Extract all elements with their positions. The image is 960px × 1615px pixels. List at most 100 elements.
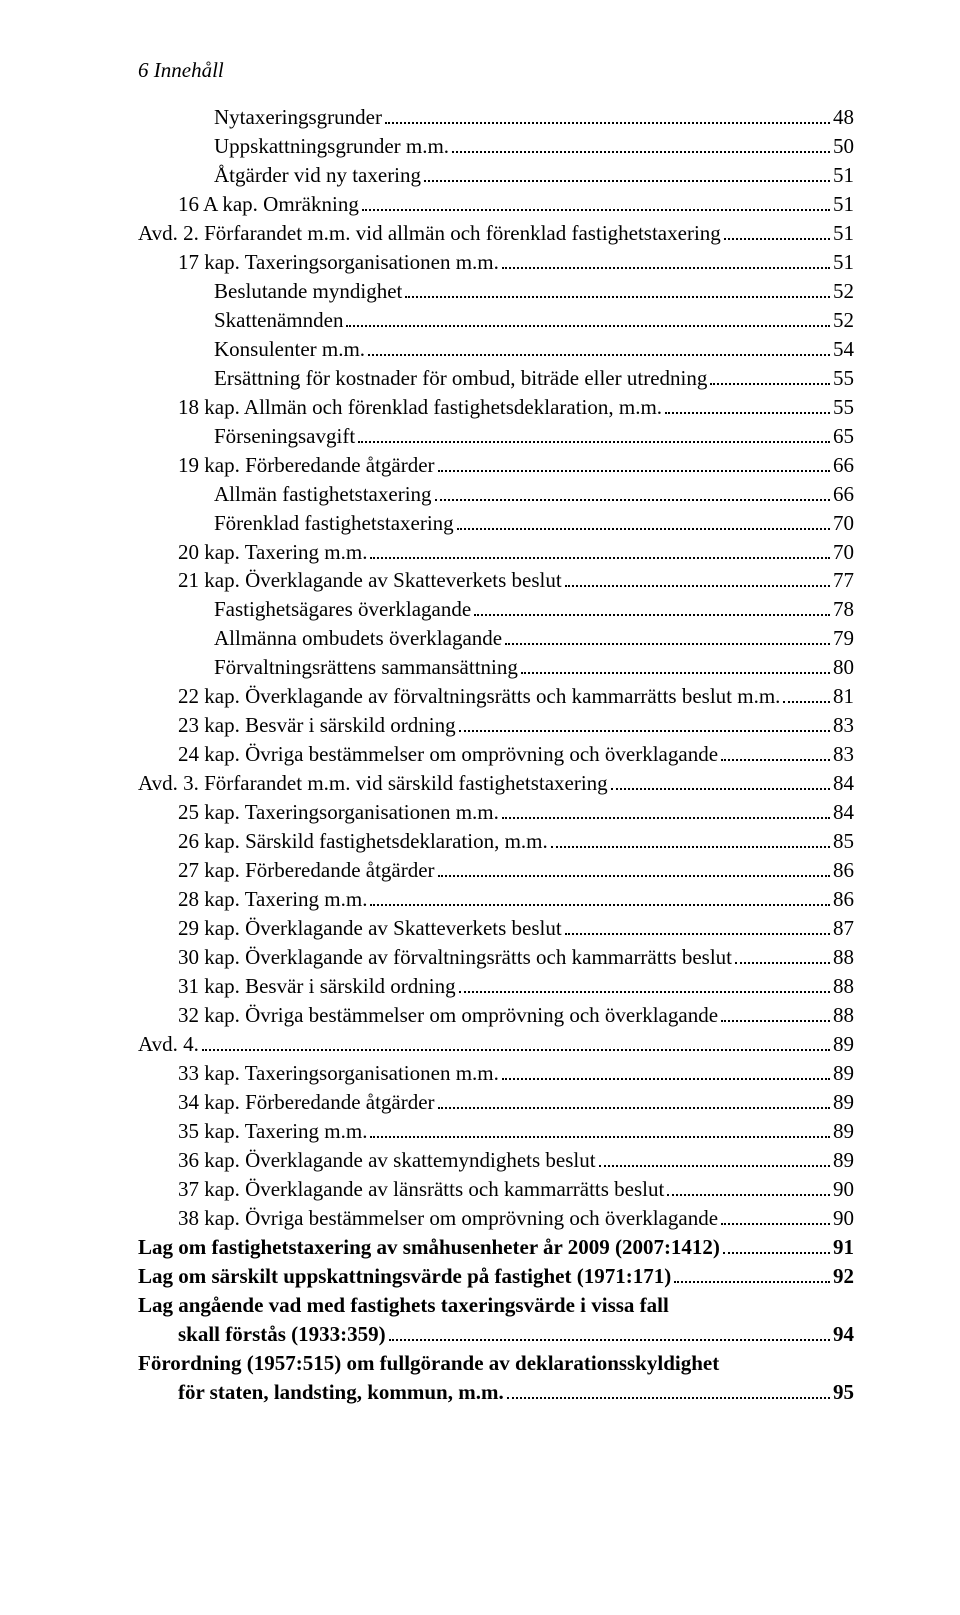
toc-leader-dots [502,798,830,819]
toc-leader-dots [502,1059,830,1080]
toc-entry: Avd. 4. 89 [138,1030,854,1059]
toc-entry: 16 A kap. Omräkning51 [138,190,854,219]
toc-entry: Skattenämnden52 [138,306,854,335]
toc-page-number: 92 [833,1262,854,1291]
toc-leader-dots [370,1117,830,1138]
toc-page-number: 94 [833,1320,854,1349]
toc-entry: för staten, landsting, kommun, m.m.95 [138,1378,854,1407]
toc-entry: Allmän fastighetstaxering66 [138,480,854,509]
toc-entry: 20 kap. Taxering m.m.70 [138,538,854,567]
toc-label: 20 kap. Taxering m.m. [178,538,367,567]
toc-page-number: 83 [833,740,854,769]
toc-label: 27 kap. Förberedande åtgärder [178,856,435,885]
toc-label: 23 kap. Besvär i särskild ordning [178,711,456,740]
toc-entry: 26 kap. Särskild fastighetsdeklaration, … [138,827,854,856]
toc-entry: Förseningsavgift65 [138,422,854,451]
toc-leader-dots [438,1088,830,1109]
page-header: 6 Innehåll [138,56,854,85]
toc-page-number: 88 [833,943,854,972]
toc-entry: 22 kap. Överklagande av förvaltningsrätt… [138,682,854,711]
toc-page-number: 52 [833,306,854,335]
toc-entry: 30 kap. Överklagande av förvaltningsrätt… [138,943,854,972]
toc-leader-dots [674,1262,830,1283]
toc-entry: 23 kap. Besvär i särskild ordning83 [138,711,854,740]
toc-entry: 17 kap. Taxeringsorganisationen m.m.51 [138,248,854,277]
toc-entry: Avd. 2. Förfarandet m.m. vid allmän och … [138,219,854,248]
toc-page-number: 95 [833,1378,854,1407]
toc-entry-line1: Förordning (1957:515) om fullgörande av … [138,1349,854,1378]
toc-leader-dots [735,943,830,964]
toc-entry: Fastighetsägares överklagande 78 [138,595,854,624]
toc-label: 30 kap. Överklagande av förvaltningsrätt… [178,943,732,972]
toc-leader-dots [721,740,830,761]
toc-entry: 18 kap. Allmän och förenklad fastighetsd… [138,393,854,422]
toc-entry: skall förstås (1933:359) 94 [138,1320,854,1349]
toc-entry: 38 kap. Övriga bestämmelser om omprövnin… [138,1204,854,1233]
toc-label: 24 kap. Övriga bestämmelser om omprövnin… [178,740,718,769]
toc-leader-dots [362,190,830,211]
toc-page-number: 89 [833,1059,854,1088]
toc-leader-dots [783,682,830,703]
toc-leader-dots [565,567,830,588]
toc-label: 25 kap. Taxeringsorganisationen m.m. [178,798,499,827]
toc-entry: 31 kap. Besvär i särskild ordning 88 [138,972,854,1001]
toc-page-number: 89 [833,1117,854,1146]
table-of-contents: Nytaxeringsgrunder48Uppskattningsgrunder… [138,103,854,1407]
toc-entry: Avd. 3. Förfarandet m.m. vid särskild fa… [138,769,854,798]
toc-entry: 28 kap. Taxering m.m.86 [138,885,854,914]
toc-page-number: 78 [833,595,854,624]
toc-page-number: 89 [833,1146,854,1175]
toc-entry: Ersättning för kostnader för ombud, bitr… [138,364,854,393]
toc-label: Lag om särskilt uppskattningsvärde på fa… [138,1262,671,1291]
toc-page-number: 84 [833,769,854,798]
toc-entry: Förenklad fastighetstaxering70 [138,509,854,538]
toc-label: Avd. 4. [138,1030,199,1059]
toc-leader-dots [474,596,830,617]
toc-label: 31 kap. Besvär i särskild ordning [178,972,456,1001]
toc-entry-line1: Lag angående vad med fastighets taxering… [138,1291,854,1320]
toc-entry: 36 kap. Överklagande av skattemyndighets… [138,1146,854,1175]
toc-entry: Förvaltningsrättens sammansättning80 [138,653,854,682]
toc-page-number: 51 [833,219,854,248]
toc-entry: Allmänna ombudets överklagande79 [138,624,854,653]
toc-page-number: 85 [833,827,854,856]
toc-entry: 19 kap. Förberedande åtgärder66 [138,451,854,480]
toc-label: 22 kap. Överklagande av förvaltningsrätt… [178,682,780,711]
toc-label: 16 A kap. Omräkning [178,190,359,219]
toc-entry: Åtgärder vid ny taxering51 [138,161,854,190]
toc-label: 26 kap. Särskild fastighetsdeklaration, … [178,827,548,856]
toc-label: Åtgärder vid ny taxering [214,161,421,190]
toc-label: Fastighetsägares överklagande [214,595,471,624]
toc-page-number: 66 [833,451,854,480]
toc-entry: 37 kap. Överklagande av länsrätts och ka… [138,1175,854,1204]
toc-page-number: 90 [833,1204,854,1233]
toc-entry: 29 kap. Överklagande av Skatteverkets be… [138,914,854,943]
toc-entry: 34 kap. Förberedande åtgärder89 [138,1088,854,1117]
toc-page-number: 65 [833,422,854,451]
toc-entry: 33 kap. Taxeringsorganisationen m.m.89 [138,1059,854,1088]
toc-leader-dots [435,480,830,501]
toc-label: skall förstås (1933:359) [178,1320,386,1349]
toc-leader-dots [721,1001,830,1022]
toc-leader-dots [507,1378,830,1399]
toc-page-number: 89 [833,1088,854,1117]
toc-page-number: 88 [833,972,854,1001]
toc-entry: 24 kap. Övriga bestämmelser om omprövnin… [138,740,854,769]
toc-leader-dots [502,248,830,269]
toc-label: Nytaxeringsgrunder [214,103,382,132]
toc-label: 29 kap. Överklagande av Skatteverkets be… [178,914,562,943]
toc-label: 38 kap. Övriga bestämmelser om omprövnin… [178,1204,718,1233]
toc-page-number: 89 [833,1030,854,1059]
toc-entry: Lag om fastighetstaxering av småhusenhet… [138,1233,854,1262]
toc-leader-dots [459,972,830,993]
toc-label: 21 kap. Överklagande av Skatteverkets be… [178,566,562,595]
toc-leader-dots [370,885,830,906]
toc-entry: Lag om särskilt uppskattningsvärde på fa… [138,1262,854,1291]
toc-page-number: 90 [833,1175,854,1204]
toc-page-number: 87 [833,914,854,943]
toc-label: 18 kap. Allmän och förenklad fastighetsd… [178,393,662,422]
toc-entry: 21 kap. Överklagande av Skatteverkets be… [138,566,854,595]
toc-label: Lag angående vad med fastighets taxering… [138,1293,669,1317]
toc-label: Allmänna ombudets överklagande [214,624,502,653]
toc-page-number: 51 [833,248,854,277]
